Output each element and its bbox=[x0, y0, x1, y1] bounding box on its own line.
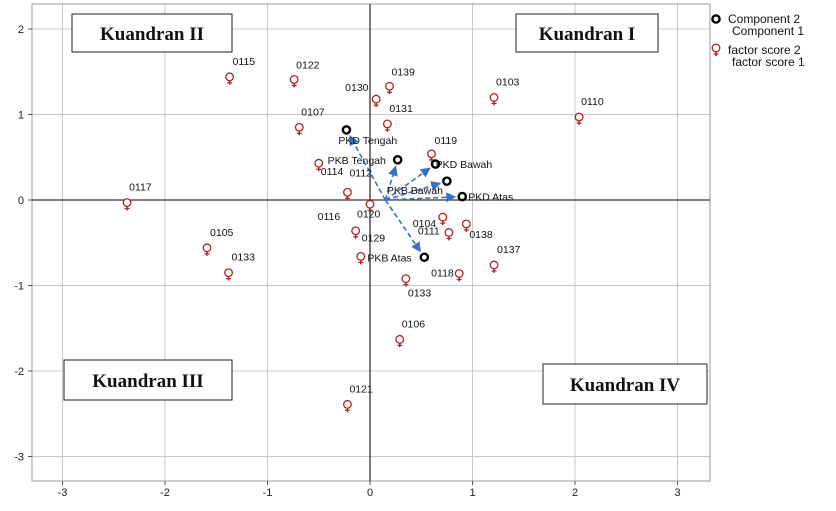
x-tick-label: 1 bbox=[469, 487, 475, 499]
factor-score-label: 0137 bbox=[497, 244, 521, 256]
factor-score-label: 0103 bbox=[496, 76, 520, 88]
factor-score-point bbox=[356, 251, 366, 261]
x-tick-label: -1 bbox=[263, 487, 273, 499]
quadrant-box bbox=[63, 359, 233, 401]
loading-arrow bbox=[349, 135, 387, 201]
factor-score-point bbox=[489, 92, 499, 102]
x-tick-label: -2 bbox=[160, 487, 170, 499]
factor-score-label: 0138 bbox=[469, 229, 493, 241]
factor-score-label: 0116 bbox=[318, 211, 341, 223]
factor-score-point bbox=[314, 158, 324, 168]
factor-score-point bbox=[289, 74, 299, 84]
factor-score-label: 0119 bbox=[435, 135, 458, 147]
factor-score-point bbox=[122, 198, 132, 208]
factor-score-label: 0110 bbox=[581, 96, 604, 108]
factor-score-point bbox=[351, 226, 361, 236]
y-tick-label: -3 bbox=[14, 452, 24, 464]
factor-score-label: 0104 bbox=[413, 218, 437, 230]
factor-score-label: 0117 bbox=[129, 182, 152, 194]
factor-score-point bbox=[202, 243, 212, 253]
factor-score-point bbox=[438, 212, 448, 222]
factor-score-label: 0133 bbox=[232, 252, 256, 264]
quadrant-box bbox=[515, 13, 659, 53]
factor-score-point bbox=[461, 219, 471, 229]
y-tick-label: -1 bbox=[14, 281, 24, 293]
y-tick-label: 0 bbox=[18, 195, 24, 207]
loading-arrow bbox=[384, 165, 398, 201]
factor-score-label: 0118 bbox=[431, 268, 454, 280]
quadrant-box bbox=[542, 363, 708, 405]
factor-score-label: 0131 bbox=[389, 103, 413, 115]
factor-score-point bbox=[371, 94, 381, 104]
component-point bbox=[430, 159, 441, 169]
plot-frame bbox=[31, 3, 711, 482]
x-tick-label: 3 bbox=[674, 487, 680, 499]
factor-score-point bbox=[395, 334, 405, 344]
factor-score-label: 0111 bbox=[418, 225, 440, 237]
factor-score-point bbox=[225, 72, 235, 82]
factor-score-point bbox=[427, 149, 436, 159]
factor-score-label: 0105 bbox=[210, 227, 234, 239]
factor-score-point bbox=[224, 268, 233, 278]
component-label: PKD Tengah bbox=[338, 135, 397, 147]
component-label: PKB Tengah bbox=[328, 155, 386, 167]
factor-score-label: 0107 bbox=[301, 106, 325, 118]
factor-score-label: 0120 bbox=[357, 208, 381, 220]
quadrant-box bbox=[71, 13, 233, 53]
x-tick-label: 0 bbox=[367, 487, 373, 499]
x-tick-label: 2 bbox=[572, 487, 578, 499]
quadrant-label: Kuandran II bbox=[100, 24, 204, 45]
legend-entry: factor score 2 bbox=[728, 43, 801, 57]
legend-factor-marker bbox=[711, 43, 721, 53]
y-tick-label: 1 bbox=[18, 110, 24, 122]
factor-score-point bbox=[343, 187, 352, 197]
factor-score-point bbox=[489, 260, 499, 270]
quadrant-label: Kuandran III bbox=[92, 371, 203, 392]
factor-score-point bbox=[385, 81, 394, 91]
factor-score-point bbox=[574, 112, 584, 122]
quadrant-label: Kuandran I bbox=[539, 24, 636, 45]
component-label: PKD Bawah bbox=[436, 159, 493, 171]
factor-score-label: 0133 bbox=[408, 288, 432, 300]
loading-arrow bbox=[384, 199, 421, 253]
component-label: PKB Atas bbox=[367, 252, 411, 264]
component-label: PKD Atas bbox=[468, 192, 513, 204]
component-point bbox=[457, 191, 468, 202]
component-point bbox=[392, 155, 403, 165]
factor-score-label: 0121 bbox=[349, 383, 373, 395]
factor-score-label: 0122 bbox=[296, 59, 320, 71]
component-label: PKB Bawah bbox=[387, 185, 443, 197]
y-tick-label: -2 bbox=[14, 366, 24, 378]
factor-score-label: 0130 bbox=[345, 82, 369, 94]
factor-score-label: 0114 bbox=[321, 166, 344, 178]
factor-score-point bbox=[382, 119, 392, 129]
factor-score-label: 0112 bbox=[349, 167, 372, 179]
component-point bbox=[442, 176, 452, 186]
legend-entry: Component 2 bbox=[728, 12, 800, 26]
factor-score-label: 0139 bbox=[391, 66, 415, 78]
quadrant-label: Kuandran IV bbox=[570, 375, 681, 396]
legend-component-marker bbox=[711, 14, 721, 24]
y-tick-label: 2 bbox=[18, 24, 24, 36]
legend-entry: Component 1 bbox=[732, 24, 804, 38]
factor-score-label: 0115 bbox=[233, 56, 256, 68]
factor-score-point bbox=[401, 274, 411, 284]
factor-score-point bbox=[343, 399, 352, 409]
component-point bbox=[341, 125, 352, 135]
x-tick-label: -3 bbox=[58, 487, 68, 499]
factor-score-label: 0106 bbox=[402, 318, 426, 330]
factor-score-point bbox=[454, 269, 464, 278]
factor-score-point bbox=[294, 122, 304, 132]
factor-score-label: 0129 bbox=[362, 232, 386, 244]
loading-arrow bbox=[385, 181, 442, 201]
loading-arrow bbox=[384, 167, 431, 201]
component-point bbox=[419, 252, 430, 263]
loading-arrow bbox=[385, 192, 457, 203]
legend-entry: factor score 1 bbox=[732, 55, 805, 69]
factor-score-point bbox=[444, 228, 454, 237]
factor-score-point bbox=[365, 199, 375, 209]
